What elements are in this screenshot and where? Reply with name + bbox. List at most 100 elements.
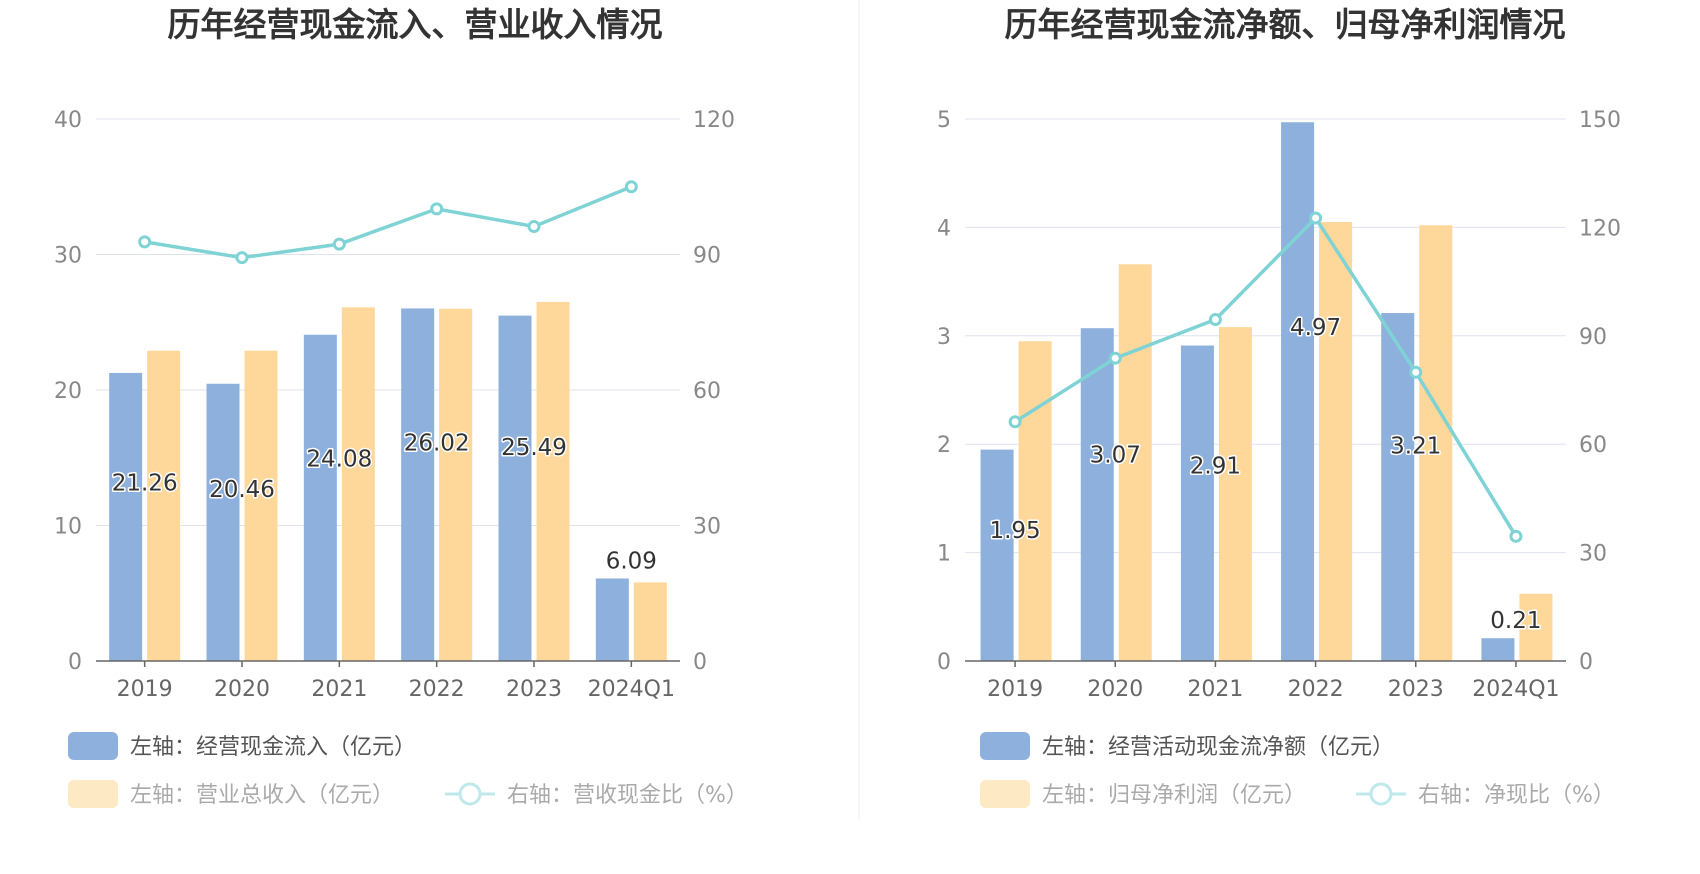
left-axis-tick-label: 2	[937, 433, 951, 458]
line-point	[138, 235, 152, 249]
bar	[147, 350, 181, 661]
right-axis-tick-label: 0	[693, 650, 707, 675]
left-axis-tick-label: 0	[937, 650, 951, 675]
left-axis-tick-label: 4	[937, 216, 951, 241]
data-label: 3.21	[1390, 433, 1441, 459]
bar	[633, 582, 667, 661]
legend: 左轴：经营活动现金流净额（亿元） 左轴：归母净利润（亿元） 右轴：净现比（%）	[980, 732, 1615, 808]
right-axis-tick-label: 30	[693, 515, 721, 540]
x-axis-label: 2020	[1087, 677, 1143, 702]
line-point	[527, 219, 541, 233]
line-series	[144, 185, 632, 260]
left-axis-tick-label: 1	[937, 542, 951, 567]
bar	[1481, 638, 1515, 661]
bar	[1281, 122, 1315, 661]
bar	[980, 449, 1014, 661]
bar	[1018, 341, 1052, 661]
legend-swatch	[980, 732, 1030, 760]
right-axis-tick-label: 60	[1579, 433, 1607, 458]
bar	[1381, 313, 1415, 661]
left-axis-tick-label: 5	[937, 108, 951, 133]
right-axis-tick-label: 150	[1579, 108, 1621, 133]
x-axis-label: 2019	[117, 677, 173, 702]
left-axis-tick-label: 30	[54, 244, 82, 269]
right-axis-tick-label: 60	[693, 379, 721, 404]
cash-inflow-revenue-chart: 历年经营现金流入、营业收入情况 0 10 20 30 40 0 30 60 90 120 2019 2…	[54, 5, 748, 808]
legend-label: 右轴：净现比（%）	[1418, 783, 1615, 808]
legend-line-marker	[458, 782, 482, 806]
bar	[439, 308, 473, 661]
right-axis-tick-label: 120	[1579, 216, 1621, 241]
legend: 左轴：经营现金流入（亿元） 左轴：营业总收入（亿元） 右轴：营收现金比（%）	[68, 732, 748, 808]
line-point	[1008, 415, 1022, 429]
left-axis-tick-label: 40	[54, 108, 82, 133]
line-point	[1208, 313, 1222, 327]
data-label: 26.02	[404, 430, 470, 456]
left-axis-tick-label: 0	[68, 650, 82, 675]
bar	[1080, 328, 1114, 661]
legend-swatch	[980, 780, 1030, 808]
data-label: 2.91	[1190, 453, 1241, 479]
data-label: 24.08	[306, 447, 372, 473]
x-axis-label: 2024Q1	[588, 677, 675, 702]
left-axis-tick-label: 20	[54, 379, 82, 404]
line-point	[624, 180, 638, 194]
line-point	[1409, 365, 1423, 379]
legend-label: 左轴：归母净利润（亿元）	[1042, 783, 1306, 808]
data-label: 21.26	[112, 470, 178, 496]
bar	[1118, 264, 1152, 661]
legend-label: 左轴：经营现金流入（亿元）	[130, 735, 416, 760]
chart-title: 历年经营现金流入、营业收入情况	[168, 5, 663, 44]
line-point	[1108, 351, 1122, 365]
line-point	[235, 251, 249, 265]
right-axis-tick-label: 30	[1579, 542, 1607, 567]
bar	[341, 307, 375, 661]
data-label: 0.21	[1490, 608, 1541, 634]
bar	[1319, 221, 1353, 662]
right-axis-tick-label: 0	[1579, 650, 1593, 675]
x-axis-label: 2021	[1187, 677, 1243, 702]
bar	[303, 334, 337, 661]
line-point	[1309, 211, 1323, 225]
legend-line-marker	[1369, 782, 1393, 806]
x-axis-label: 2022	[1288, 677, 1344, 702]
bar	[595, 578, 629, 661]
x-axis-label: 2020	[214, 677, 270, 702]
bar	[1180, 345, 1214, 661]
right-axis-tick-label: 90	[693, 244, 721, 269]
x-axis-label: 2021	[311, 677, 367, 702]
x-axis-label: 2023	[1388, 677, 1444, 702]
bar	[536, 301, 570, 661]
x-axis-label: 2019	[987, 677, 1043, 702]
line-series	[1014, 215, 1518, 538]
legend-label: 左轴：经营活动现金流净额（亿元）	[1042, 735, 1394, 760]
line-point	[1509, 529, 1523, 543]
bar	[244, 350, 278, 661]
legend-label: 左轴：营业总收入（亿元）	[130, 783, 394, 808]
data-label: 25.49	[501, 435, 567, 461]
legend-swatch	[68, 780, 118, 808]
bar	[109, 372, 143, 661]
right-axis-tick-label: 120	[693, 108, 735, 133]
line-point	[332, 237, 346, 251]
left-axis-tick-label: 3	[937, 325, 951, 350]
line-point	[430, 202, 444, 216]
bar	[1218, 327, 1252, 661]
data-label: 20.46	[209, 477, 275, 503]
legend-label: 右轴：营收现金比（%）	[507, 783, 748, 808]
legend-swatch	[68, 732, 118, 760]
net-cashflow-profit-chart: 历年经营现金流净额、归母净利润情况 0 1 2 3 4 5 0 30 60 90 120 150 201…	[937, 5, 1621, 808]
chart-title: 历年经营现金流净额、归母净利润情况	[1005, 5, 1566, 44]
bar	[401, 308, 435, 661]
x-axis-label: 2024Q1	[1472, 677, 1559, 702]
bar	[1519, 593, 1553, 661]
data-label: 1.95	[989, 518, 1040, 544]
data-label: 4.97	[1290, 315, 1341, 341]
right-axis-tick-label: 90	[1579, 325, 1607, 350]
left-axis-tick-label: 10	[54, 515, 82, 540]
data-label: 6.09	[606, 548, 657, 574]
bar	[206, 383, 240, 661]
bar	[1419, 225, 1453, 661]
data-label: 3.07	[1090, 443, 1141, 469]
